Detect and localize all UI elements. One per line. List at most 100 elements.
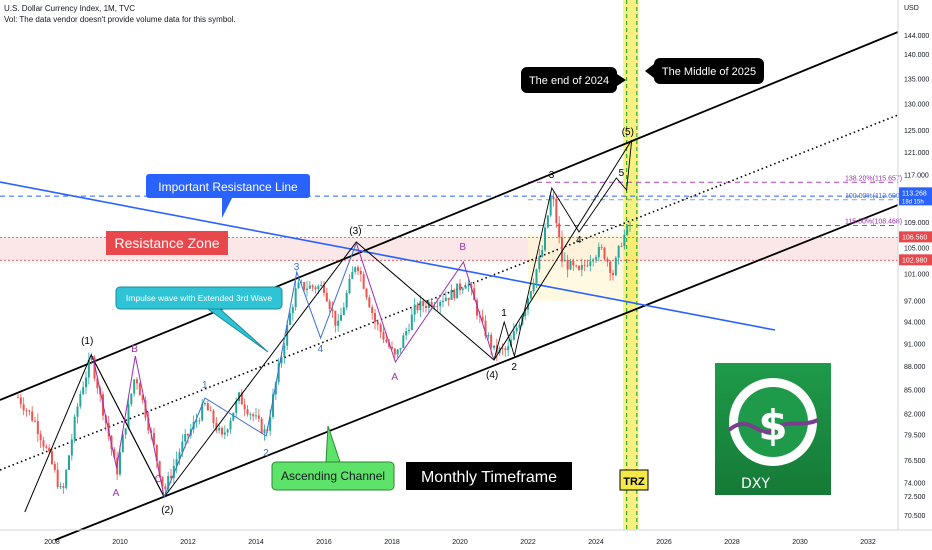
y-tick-label: 97.000 (904, 299, 926, 306)
candle-body (178, 452, 181, 460)
candle-body (170, 476, 172, 479)
candle-body (476, 300, 478, 316)
candle-body (153, 432, 155, 445)
candle (623, 229, 626, 250)
candle-body (36, 420, 39, 435)
candle-body (161, 476, 164, 487)
candle-body (374, 313, 376, 323)
candle-body (544, 227, 546, 251)
candle (512, 323, 515, 341)
candle (433, 301, 436, 309)
candle-body (402, 335, 405, 348)
candle (558, 215, 561, 244)
candle (357, 265, 359, 275)
y-tick-label: 117.000 (904, 173, 929, 180)
candle-body (195, 420, 198, 422)
candle (629, 221, 631, 232)
candle (130, 393, 133, 407)
x-tick-label: 2010 (112, 539, 128, 546)
candle-body (260, 418, 263, 433)
ascending-channel-label: Ascending Channel (281, 469, 385, 483)
trz-callout: TRZ (619, 469, 649, 491)
candle-body (73, 416, 76, 440)
candle (141, 394, 144, 404)
candle (19, 393, 22, 409)
candle (382, 327, 385, 344)
candle (529, 290, 532, 300)
candle (342, 302, 345, 316)
candle-body (385, 339, 388, 343)
candle (226, 428, 229, 437)
candle (79, 390, 82, 409)
y-tick-label: 76.500 (904, 458, 926, 465)
y-tick-label: 144.000 (904, 33, 929, 40)
candle-body (286, 324, 289, 346)
x-tick-label: 2028 (724, 539, 740, 546)
y-tick-label: 101.000 (904, 271, 929, 278)
candle (535, 268, 538, 289)
candle (589, 254, 592, 272)
candle-body (328, 301, 331, 310)
candle-body (612, 272, 614, 276)
candle-body (532, 283, 535, 292)
candle-body (167, 476, 170, 490)
candle-body (382, 332, 385, 340)
candle-body (563, 259, 566, 262)
wave-label: 2 (511, 362, 517, 373)
y-tick-label: 130.000 (904, 102, 929, 109)
candle-body (504, 348, 507, 351)
candle-body (272, 394, 274, 417)
candle (334, 310, 337, 333)
candle (314, 285, 317, 294)
candle-body (515, 327, 518, 332)
candle-body (365, 288, 368, 298)
candle (291, 304, 294, 321)
wave-label: B (131, 344, 138, 355)
candle-body (187, 434, 189, 436)
candle (484, 315, 487, 339)
candle (303, 281, 306, 293)
candle-body (529, 291, 532, 299)
candle-body (235, 401, 238, 413)
candle-body (90, 357, 93, 360)
wave-label: (4) (486, 370, 498, 381)
candle (459, 279, 461, 296)
wave-label: 4 (318, 344, 324, 355)
candle-body (399, 347, 402, 350)
candle (93, 355, 96, 382)
candle-body (456, 283, 459, 299)
candle-body (484, 320, 487, 337)
candle (549, 191, 552, 218)
candle-body (294, 288, 297, 308)
wave-label: A (391, 372, 398, 383)
candle (467, 278, 470, 292)
candle-body (614, 257, 617, 276)
candle (56, 462, 59, 489)
candle-body (345, 293, 348, 308)
price-marker-bg (899, 254, 932, 266)
candle-body (348, 278, 351, 294)
y-tick-label: 94.000 (904, 320, 926, 327)
candle (626, 224, 629, 237)
candle (561, 230, 563, 268)
x-tick-label: 2024 (588, 539, 604, 546)
price-marker: 106.560 (899, 231, 932, 243)
candle-body (453, 289, 456, 299)
candle (133, 378, 136, 397)
candle (348, 274, 351, 295)
candle (297, 278, 300, 289)
y-tick-label: 135.000 (904, 76, 929, 83)
candle-body (487, 334, 490, 337)
candle (144, 396, 147, 422)
candle (504, 346, 507, 357)
candle-body (249, 414, 252, 416)
candle-body (393, 348, 396, 355)
candle-body (133, 379, 136, 394)
middle-2025-callout: The Middle of 2025 (645, 58, 764, 84)
candle (379, 322, 382, 339)
candle (371, 304, 374, 320)
candle-body (586, 265, 589, 267)
candle (215, 417, 218, 433)
